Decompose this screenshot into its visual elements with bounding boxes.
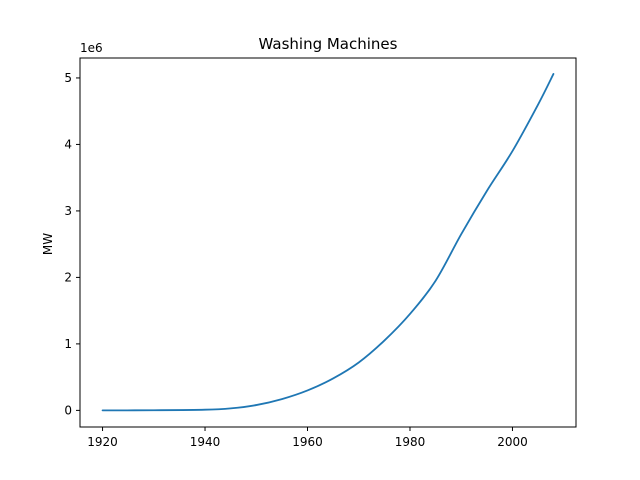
plot-area: 1920 1940 1960 1980 2000 0 1 2 3 4 5: [64, 57, 577, 449]
y-tick-label: 4: [64, 137, 72, 151]
y-tick-label: 0: [64, 403, 72, 417]
y-axis-label: MW: [41, 233, 55, 255]
chart-title: Washing Machines: [259, 35, 398, 53]
x-tick-label: 1980: [395, 435, 426, 449]
series-line: [101, 73, 555, 412]
plot-frame: [79, 57, 577, 428]
x-tick-label: 1940: [190, 435, 221, 449]
x-tick-label: 1920: [87, 435, 118, 449]
y-tick-label: 1: [64, 337, 72, 351]
y-tick-label: 3: [64, 204, 72, 218]
x-axis: 1920 1940 1960 1980 2000: [87, 427, 528, 449]
y-offset-label: 1e6: [80, 41, 103, 55]
y-tick-label: 5: [64, 71, 72, 85]
y-tick-label: 2: [64, 270, 72, 284]
x-tick-label: 2000: [497, 435, 528, 449]
x-tick-label: 1960: [292, 435, 323, 449]
y-axis: 0 1 2 3 4 5: [64, 71, 80, 417]
